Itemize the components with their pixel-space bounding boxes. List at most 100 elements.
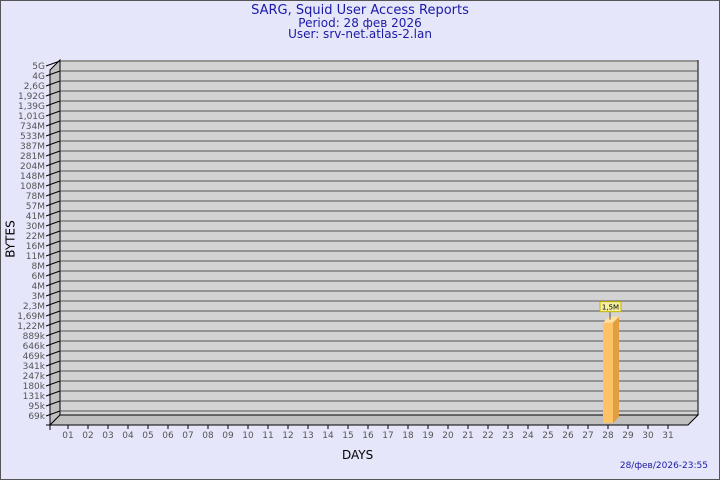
bar-front: [603, 322, 613, 423]
x-tick-label: 28: [602, 431, 614, 441]
y-tick-label: 341k: [23, 362, 46, 372]
y-tick: [45, 280, 61, 287]
y-tick-label: 8M: [32, 262, 46, 272]
x-tick-label: 05: [142, 431, 153, 441]
y-tick: [45, 120, 61, 127]
x-tick-label: 03: [102, 431, 113, 441]
y-tick: [45, 60, 61, 67]
y-tick: [45, 130, 61, 137]
x-tick-label: 31: [662, 431, 673, 441]
y-tick: [45, 170, 61, 177]
y-tick-label: 1,22M: [17, 322, 45, 332]
x-tick-label: 18: [402, 431, 414, 441]
x-tick-label: 19: [422, 431, 434, 441]
y-tick-label: 78M: [26, 192, 45, 202]
y-tick-label: 533M: [20, 132, 45, 142]
y-tick: [45, 310, 61, 317]
y-tick: [45, 70, 61, 77]
y-tick-label: 4G: [32, 72, 45, 82]
x-tick-label: 10: [242, 431, 254, 441]
y-tick: [45, 250, 61, 257]
y-tick-label: 41M: [26, 212, 45, 222]
floor: [48, 414, 700, 426]
y-tick-label: 4M: [32, 282, 46, 292]
y-tick: [45, 150, 61, 157]
x-tick-label: 21: [462, 431, 473, 441]
y-tick: [45, 180, 61, 187]
y-tick: [45, 140, 61, 147]
x-tick-label: 25: [542, 431, 553, 441]
y-tick-label: 646k: [23, 342, 46, 352]
x-tick-label: 11: [262, 431, 273, 441]
timestamp: 28/фев/2026-23:55: [619, 461, 708, 471]
y-tick-label: 11M: [26, 252, 45, 262]
bar-side: [613, 316, 619, 423]
y-tick-label: 387M: [20, 142, 45, 152]
y-tick: [45, 340, 61, 347]
y-tick-label: 57M: [26, 202, 45, 212]
y-tick-label: 1,92G: [18, 92, 45, 102]
bar-top: [603, 316, 619, 323]
user-label: User: srv-net.atlas-2.lan: [288, 27, 432, 41]
y-tick: [45, 240, 61, 247]
y-tick-label: 204M: [20, 162, 45, 172]
y-tick-label: 247k: [23, 372, 46, 382]
chart-title: SARG, Squid User Access Reports: [251, 3, 469, 18]
y-tick-label: 281M: [20, 152, 45, 162]
y-tick-label: 148M: [20, 172, 45, 182]
y-tick-label: 889k: [23, 332, 46, 342]
x-tick-label: 24: [522, 431, 534, 441]
x-tick-label: 22: [482, 431, 493, 441]
x-tick-label: 30: [642, 431, 654, 441]
y-tick: [45, 230, 61, 237]
y-tick: [45, 400, 61, 407]
x-tick-label: 01: [62, 431, 73, 441]
y-tick-label: 1,69M: [17, 312, 45, 322]
y-tick-label: 1,39G: [18, 102, 45, 112]
y-tick: [45, 290, 61, 297]
x-tick-label: 20: [442, 431, 454, 441]
y-tick: [45, 330, 61, 337]
y-tick-label: 469k: [23, 352, 46, 362]
y-tick: [45, 390, 61, 397]
bar-label: 1,5M: [602, 304, 619, 312]
y-tick: [45, 80, 61, 87]
x-tick-label: 26: [562, 431, 574, 441]
back-wall: [60, 60, 698, 415]
y-tick-label: 1,01G: [18, 112, 45, 122]
y-tick: [45, 370, 61, 377]
x-tick-label: 17: [382, 431, 393, 441]
bar-label-box: [599, 301, 622, 313]
x-tick-label: 04: [122, 431, 134, 441]
y-tick: [45, 300, 61, 307]
y-tick: [45, 270, 61, 277]
y-tick: [45, 220, 61, 227]
x-tick-label: 15: [342, 431, 353, 441]
x-tick-label: 09: [222, 431, 234, 441]
y-tick: [45, 350, 61, 357]
y-tick-label: 131k: [23, 392, 46, 402]
period-label: Period: 28 фев 2026: [298, 16, 422, 30]
x-tick-label: 12: [282, 431, 293, 441]
x-tick-label: 23: [502, 431, 513, 441]
y-tick-label: 108M: [20, 182, 45, 192]
y-tick-label: 734M: [20, 122, 45, 132]
y-tick: [45, 210, 61, 217]
x-tick-label: 08: [202, 431, 214, 441]
x-tick-label: 29: [622, 431, 634, 441]
y-tick-label: 180k: [23, 382, 46, 392]
x-tick-label: 13: [302, 431, 313, 441]
y-tick-label: 30M: [26, 222, 45, 232]
y-tick: [45, 320, 61, 327]
y-tick: [45, 260, 61, 267]
y-tick-label: 6M: [32, 272, 46, 282]
x-axis-label: DAYS: [342, 448, 374, 462]
y-tick-label: 69k: [28, 412, 45, 422]
y-tick: [45, 100, 61, 107]
y-tick: [45, 380, 61, 387]
y-tick: [45, 190, 61, 197]
y-tick-label: 22M: [26, 232, 45, 242]
y-tick: [45, 410, 61, 417]
x-tick-label: 14: [322, 431, 334, 441]
y-tick-label: 95k: [28, 402, 45, 412]
